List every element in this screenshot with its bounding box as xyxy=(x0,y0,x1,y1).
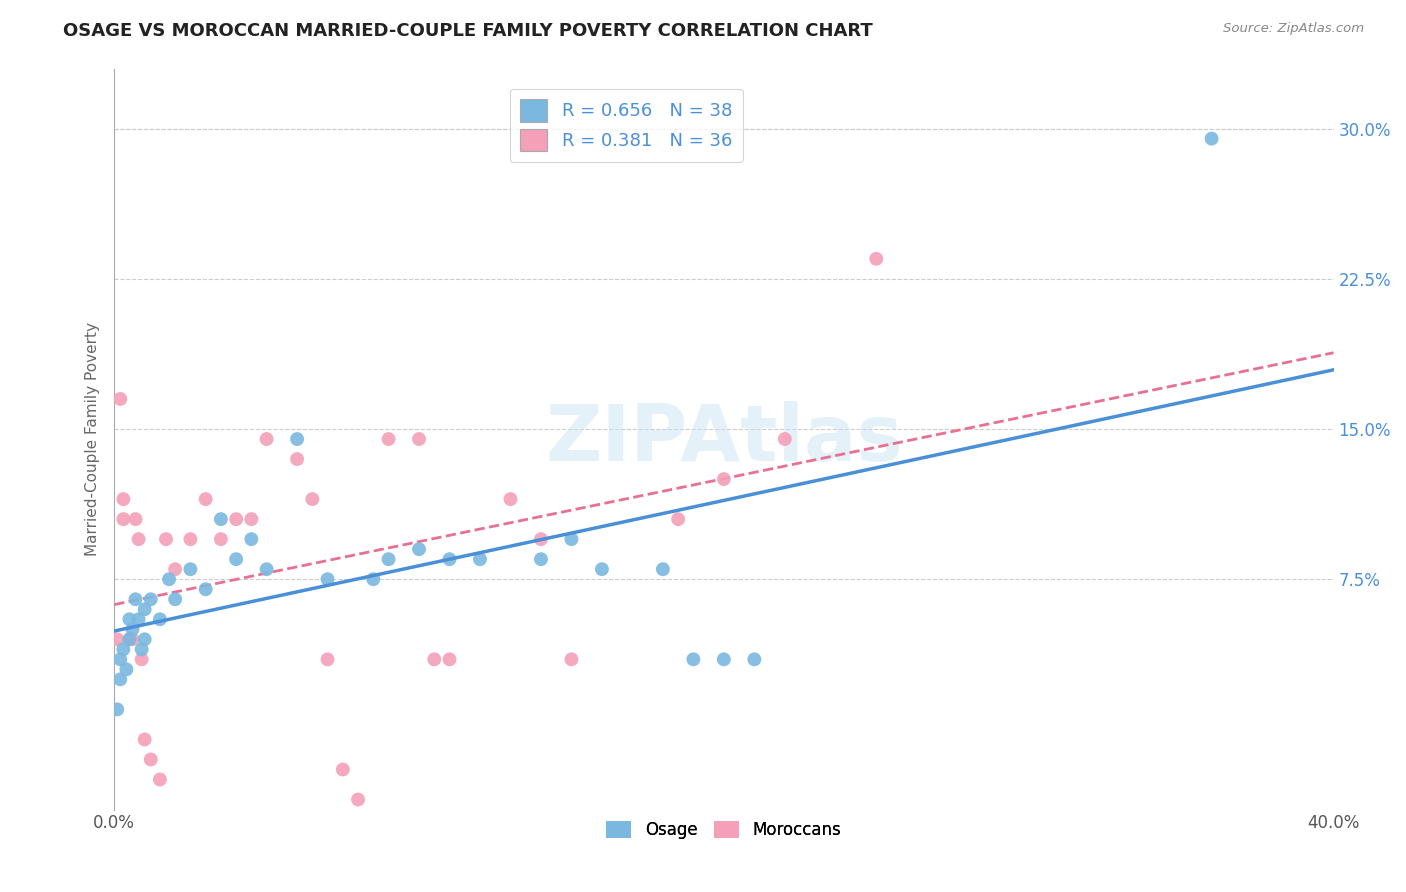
Point xyxy=(131,652,153,666)
Point xyxy=(423,652,446,666)
Point xyxy=(121,632,143,647)
Point xyxy=(139,592,162,607)
Point xyxy=(377,432,399,446)
Point xyxy=(530,532,553,546)
Point xyxy=(439,652,461,666)
Point xyxy=(112,512,135,526)
Point xyxy=(128,532,150,546)
Point xyxy=(1201,131,1223,145)
Point xyxy=(363,572,385,586)
Point xyxy=(209,532,232,546)
Point xyxy=(439,552,461,566)
Point xyxy=(591,562,613,576)
Point xyxy=(179,562,201,576)
Point xyxy=(316,652,339,666)
Point xyxy=(115,662,138,676)
Point xyxy=(194,492,217,507)
Point xyxy=(651,562,673,576)
Point xyxy=(316,572,339,586)
Point xyxy=(105,632,128,647)
Point xyxy=(118,612,141,626)
Point xyxy=(666,512,689,526)
Point xyxy=(134,732,156,747)
Point xyxy=(149,612,172,626)
Point xyxy=(713,472,735,486)
Point xyxy=(285,452,308,467)
Point xyxy=(240,532,263,546)
Point xyxy=(157,572,180,586)
Point xyxy=(530,552,553,566)
Point xyxy=(110,652,132,666)
Point xyxy=(121,622,143,636)
Point xyxy=(112,642,135,657)
Point xyxy=(124,512,146,526)
Point xyxy=(194,582,217,597)
Point xyxy=(110,392,132,406)
Legend: Osage, Moroccans: Osage, Moroccans xyxy=(600,814,848,846)
Point xyxy=(285,432,308,446)
Point xyxy=(377,552,399,566)
Point xyxy=(165,592,187,607)
Point xyxy=(682,652,704,666)
Point xyxy=(112,492,135,507)
Point xyxy=(131,642,153,657)
Point xyxy=(468,552,491,566)
Text: Source: ZipAtlas.com: Source: ZipAtlas.com xyxy=(1223,22,1364,36)
Point xyxy=(128,612,150,626)
Point xyxy=(301,492,323,507)
Point xyxy=(118,632,141,647)
Point xyxy=(713,652,735,666)
Point xyxy=(155,532,177,546)
Point xyxy=(225,552,247,566)
Point xyxy=(773,432,796,446)
Point xyxy=(118,632,141,647)
Point xyxy=(124,592,146,607)
Point xyxy=(408,542,430,557)
Point xyxy=(256,432,278,446)
Point xyxy=(165,562,187,576)
Point xyxy=(256,562,278,576)
Point xyxy=(560,652,582,666)
Point xyxy=(865,252,887,266)
Point xyxy=(139,752,162,766)
Text: OSAGE VS MOROCCAN MARRIED-COUPLE FAMILY POVERTY CORRELATION CHART: OSAGE VS MOROCCAN MARRIED-COUPLE FAMILY … xyxy=(63,22,873,40)
Point xyxy=(560,532,582,546)
Point xyxy=(240,512,263,526)
Point xyxy=(134,632,156,647)
Text: ZIPAtlas: ZIPAtlas xyxy=(546,401,903,477)
Point xyxy=(347,792,370,806)
Point xyxy=(134,602,156,616)
Point xyxy=(408,432,430,446)
Point xyxy=(744,652,766,666)
Point xyxy=(179,532,201,546)
Point xyxy=(209,512,232,526)
Point xyxy=(499,492,522,507)
Point xyxy=(105,702,128,716)
Point xyxy=(225,512,247,526)
Point xyxy=(149,772,172,787)
Point xyxy=(332,763,354,777)
Point xyxy=(110,673,132,687)
Y-axis label: Married-Couple Family Poverty: Married-Couple Family Poverty xyxy=(86,322,100,556)
